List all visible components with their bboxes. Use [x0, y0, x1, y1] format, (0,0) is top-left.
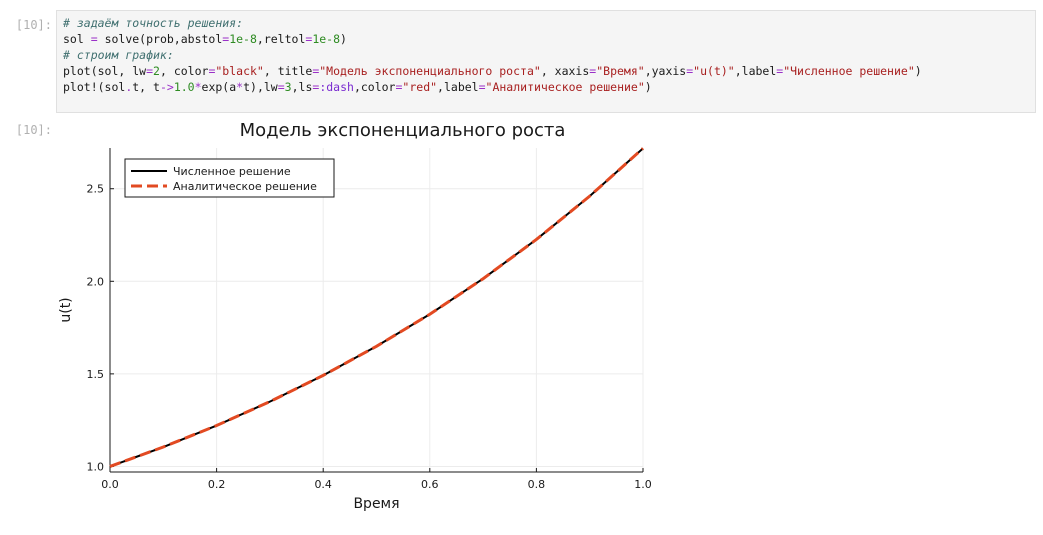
code-token: =	[478, 80, 486, 94]
code-token: plot!(sol	[63, 80, 126, 94]
code-token: , title	[263, 64, 313, 78]
code-token: )	[340, 32, 347, 46]
code-token: =	[208, 64, 216, 78]
code-token: ,label	[734, 64, 777, 78]
code-token: =	[312, 64, 320, 78]
code-token: 1e-8	[229, 32, 257, 46]
code-token: .	[125, 80, 133, 94]
y-tick-label: 1.0	[87, 460, 105, 473]
code-token: =	[222, 32, 230, 46]
code-token: 2	[153, 64, 160, 78]
code-token: , color	[159, 64, 209, 78]
code-token: "Модель экспоненциального роста"	[319, 64, 541, 78]
code-token: t, t	[132, 80, 160, 94]
code-token: 1e-8	[312, 32, 341, 46]
y-tick-label: 2.5	[87, 183, 105, 196]
legend-label: Аналитическое решение	[173, 180, 317, 193]
code-token: :dash	[319, 80, 354, 94]
y-axis-title: u(t)	[58, 297, 74, 322]
x-axis-title: Время	[353, 496, 399, 512]
output-prompt: [10]:	[15, 123, 52, 137]
code-token: )	[644, 80, 652, 94]
code-token: =	[312, 80, 320, 94]
code-token: =	[90, 32, 98, 46]
code-line: plot!(sol.t, t->1.0*exp(a*t),lw=3,ls=:da…	[63, 79, 1035, 95]
code-line: plot(sol, lw=2, color="black", title="Мо…	[63, 63, 1035, 79]
code-token: ,ls	[291, 80, 313, 94]
code-token: =	[589, 64, 597, 78]
code-token: exp(a	[201, 80, 237, 94]
code-token: =	[146, 64, 154, 78]
code-token: =	[395, 80, 403, 94]
code-token: plot(sol, lw	[63, 64, 147, 78]
code-token: ->	[159, 80, 174, 94]
code-token: , xaxis	[540, 64, 590, 78]
series-line	[109, 147, 645, 468]
code-token: "u(t)"	[693, 64, 735, 78]
code-token: sol	[63, 32, 91, 46]
code-token: "Численное решение"	[783, 64, 915, 78]
code-token: ,color	[353, 80, 396, 94]
x-tick-label: 0.4	[314, 478, 332, 491]
code-token: "red"	[402, 80, 438, 94]
code-line: # строим график:	[63, 47, 1035, 63]
code-token: =	[776, 64, 784, 78]
y-tick-label: 1.5	[87, 368, 105, 381]
code-token: =	[686, 64, 694, 78]
y-tick-label: 2.0	[87, 275, 105, 288]
code-token: "black"	[215, 64, 264, 78]
legend-box	[124, 158, 335, 198]
code-token: =	[277, 80, 285, 94]
code-token: t),lw	[243, 80, 278, 94]
code-token: 3	[284, 80, 292, 94]
code-token: "Время"	[596, 64, 645, 78]
code-token: # задаём точность решения:	[63, 16, 244, 30]
code-token: # строим график:	[63, 48, 174, 62]
x-tick-label: 0.0	[101, 478, 119, 491]
code-token: *	[194, 80, 202, 94]
code-token: ,reltol	[256, 32, 306, 46]
code-token: *	[236, 80, 244, 94]
code-token: 1.0	[173, 80, 195, 94]
code-token: =	[305, 32, 313, 46]
legend-label: Численное решение	[173, 165, 291, 178]
code-token: "Аналитическое решение"	[485, 80, 645, 94]
code-line: # задаём точность решения:	[63, 15, 1035, 31]
x-tick-label: 0.2	[208, 478, 226, 491]
x-tick-label: 0.6	[421, 478, 439, 491]
code-token: ,yaxis	[644, 64, 687, 78]
code-token: solve(prob,abstol	[97, 32, 223, 46]
code-token: ,label	[437, 80, 479, 94]
chart-title: Модель экспоненциального роста	[240, 120, 566, 141]
code-line: sol = solve(prob,abstol=1e-8,reltol=1e-8…	[63, 31, 1035, 47]
code-cell[interactable]: # задаём точность решения: sol = solve(pr…	[56, 10, 1036, 113]
input-prompt: [10]:	[15, 18, 52, 32]
x-tick-label: 0.8	[528, 478, 546, 491]
x-tick-label: 1.0	[634, 478, 652, 491]
code-token: )	[914, 64, 922, 78]
